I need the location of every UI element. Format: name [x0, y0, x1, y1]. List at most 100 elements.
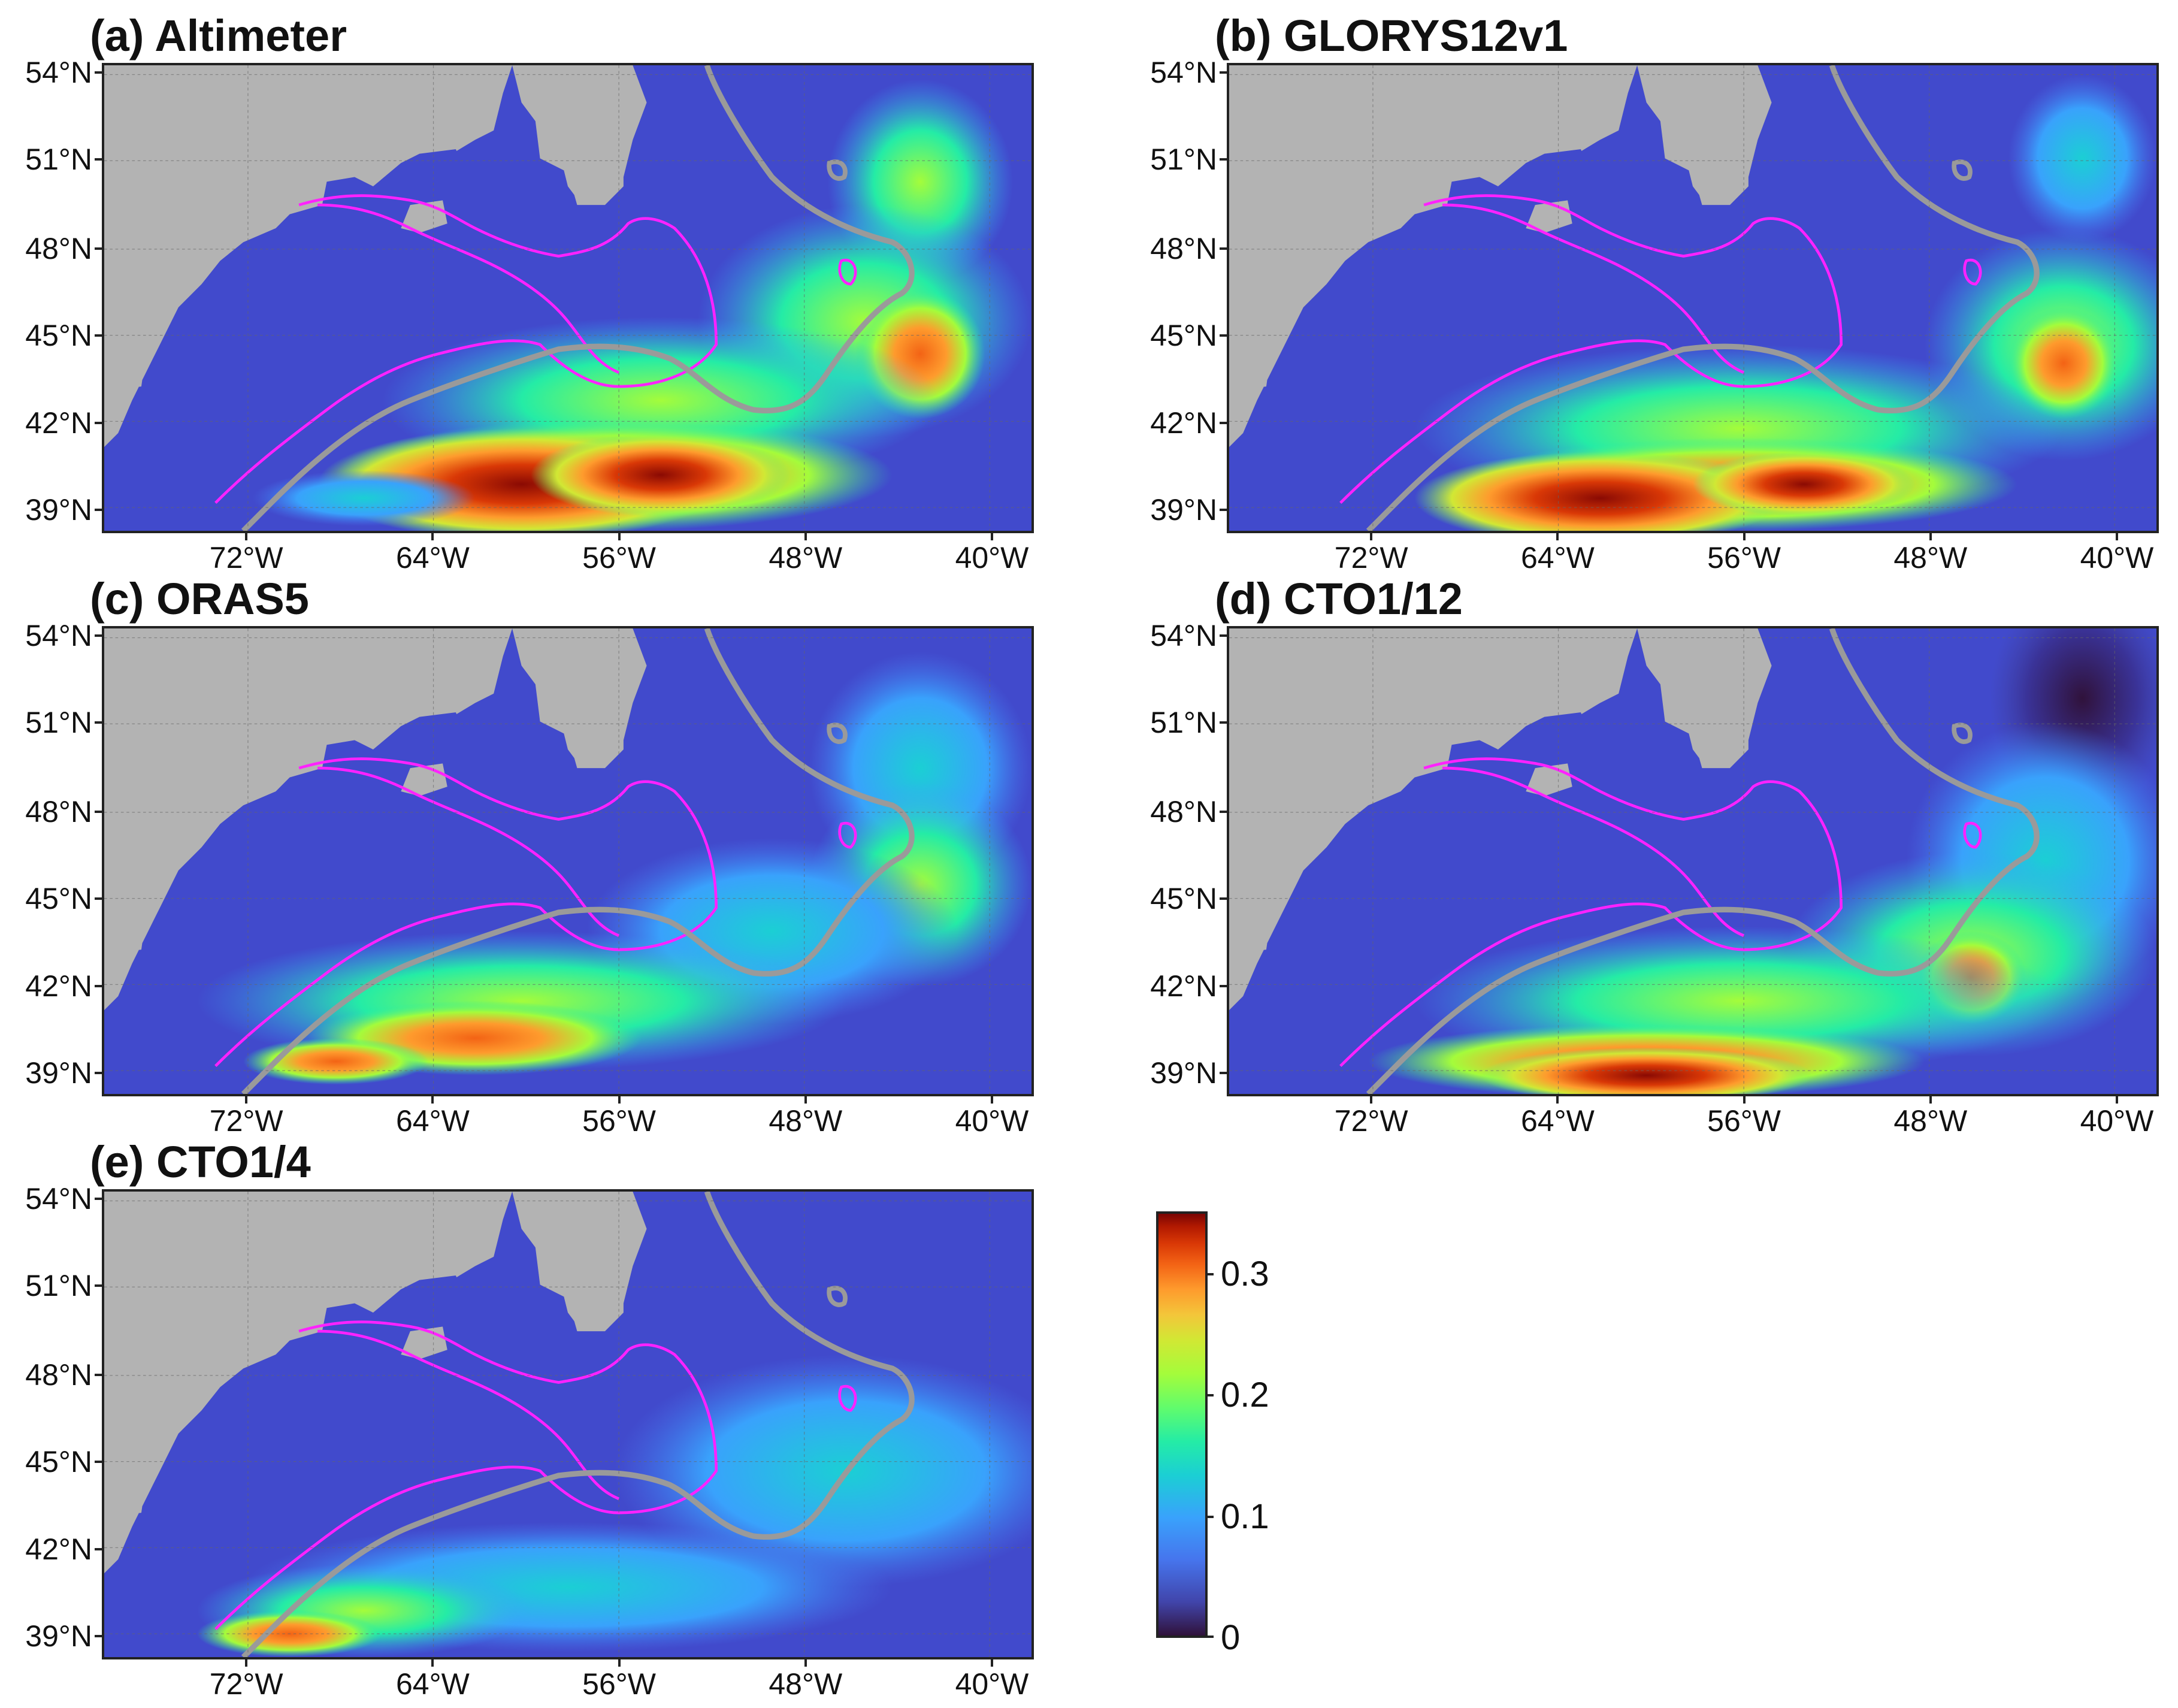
colorbar: [1156, 1211, 1208, 1638]
lat-tick: [95, 334, 102, 337]
lat-tick: [95, 1197, 102, 1200]
seamount-contour: [1952, 723, 1973, 744]
lon-label: 56°W: [582, 541, 656, 575]
lat-label: 45°N: [25, 1445, 92, 1479]
lon-tick: [2115, 533, 2118, 540]
lon-label: 64°W: [395, 1667, 470, 1701]
lat-tick: [1220, 897, 1227, 900]
panel-title: (a) Altimeter: [90, 11, 347, 61]
lon-tick: [1743, 1096, 1746, 1104]
colorbar-label-0.2: 0.2: [1221, 1376, 1269, 1414]
lon-label: 56°W: [1707, 1104, 1781, 1138]
lat-tick: [1220, 71, 1227, 74]
lat-label: 54°N: [25, 55, 92, 89]
field-patch: [614, 1355, 1031, 1588]
lat-label: 39°N: [25, 1056, 92, 1090]
colorbar-tick: [1205, 1516, 1214, 1518]
lon-label: 56°W: [582, 1667, 656, 1701]
lon-label: 40°W: [955, 541, 1029, 575]
lat-tick: [1220, 508, 1227, 511]
map-area: [102, 626, 1034, 1096]
lon-tick: [1743, 533, 1746, 540]
field-patch: [1693, 451, 1916, 517]
lon-label: 40°W: [955, 1667, 1029, 1701]
panel-title: (b) GLORYS12v1: [1215, 11, 1568, 61]
lat-label: 39°N: [25, 492, 92, 527]
lat-label: 48°N: [1150, 232, 1217, 266]
field-patch: [531, 433, 791, 517]
lat-tick: [95, 247, 102, 250]
lat-tick: [95, 421, 102, 424]
slope-isobath: [241, 1192, 915, 1657]
lat-tick: [1220, 158, 1227, 161]
lon-label: 72°W: [209, 1667, 283, 1701]
lat-tick: [95, 158, 102, 161]
map-canvas: [104, 65, 1031, 531]
shelf-isobath: [1339, 194, 1843, 504]
lat-tick: [95, 508, 102, 511]
map-area: [102, 63, 1034, 533]
lon-tick: [618, 1096, 621, 1104]
lat-tick: [95, 721, 102, 724]
lat-tick: [95, 1634, 102, 1637]
seamount-contour-2: [838, 1384, 857, 1412]
lon-label: 40°W: [955, 1104, 1029, 1138]
lat-label: 45°N: [1150, 319, 1217, 353]
shelf-isobath: [214, 1320, 718, 1631]
seamount-contour-2: [838, 258, 857, 286]
slope-isobath: [241, 628, 915, 1094]
lon-tick: [1556, 533, 1559, 540]
lon-tick: [1929, 1096, 1932, 1104]
panel-title: (e) CTO1/4: [90, 1137, 311, 1187]
shelf-isobath: [214, 194, 718, 504]
colorbar-label-0.1: 0.1: [1221, 1497, 1269, 1536]
slope-isobath: [1366, 628, 2040, 1094]
lat-label: 51°N: [1150, 142, 1217, 176]
seamount-contour: [827, 723, 848, 744]
lat-label: 39°N: [25, 1619, 92, 1653]
lon-tick: [1929, 533, 1932, 540]
lat-tick: [95, 1374, 102, 1377]
lat-label: 45°N: [25, 882, 92, 916]
lon-tick: [431, 1096, 434, 1104]
lat-tick: [95, 634, 102, 637]
map-area: [1227, 63, 2159, 533]
lat-label: 51°N: [25, 142, 92, 176]
lon-label: 48°W: [769, 1667, 843, 1701]
lat-tick: [95, 71, 102, 74]
lon-tick: [1370, 1096, 1373, 1104]
seamount-contour: [827, 1286, 848, 1307]
colorbar-label-0.3: 0.3: [1221, 1254, 1269, 1293]
colorbar-label-0: 0: [1221, 1618, 1241, 1657]
lat-label: 54°N: [25, 1181, 92, 1216]
lon-label: 64°W: [1520, 1104, 1595, 1138]
lon-label: 64°W: [395, 541, 470, 575]
lat-tick: [95, 984, 102, 987]
lon-label: 40°W: [2080, 541, 2154, 575]
lon-label: 72°W: [1334, 541, 1408, 575]
lat-label: 42°N: [1150, 969, 1217, 1003]
shelf-isobath-inner: [317, 766, 620, 937]
panel-title: (c) ORAS5: [90, 574, 309, 624]
lat-label: 45°N: [1150, 882, 1217, 916]
lon-tick: [804, 533, 807, 540]
lat-label: 39°N: [1150, 1056, 1217, 1090]
seamount-contour-2: [1963, 258, 1982, 286]
lon-label: 72°W: [209, 1104, 283, 1138]
shelf-isobath-inner: [1442, 766, 1745, 937]
lat-tick: [1220, 984, 1227, 987]
lat-label: 51°N: [1150, 705, 1217, 739]
shelf-isobath-inner: [317, 203, 620, 374]
lon-label: 48°W: [1893, 541, 1968, 575]
lon-tick: [245, 1096, 248, 1104]
seamount-contour: [827, 159, 848, 181]
lon-tick: [804, 1659, 807, 1667]
lat-label: 48°N: [25, 232, 92, 266]
lon-tick: [431, 533, 434, 540]
lat-label: 54°N: [25, 618, 92, 652]
lat-label: 42°N: [25, 406, 92, 440]
panel-title: (d) CTO1/12: [1215, 574, 1463, 624]
lat-label: 54°N: [1150, 55, 1217, 89]
lat-tick: [1220, 421, 1227, 424]
lon-tick: [618, 1659, 621, 1667]
